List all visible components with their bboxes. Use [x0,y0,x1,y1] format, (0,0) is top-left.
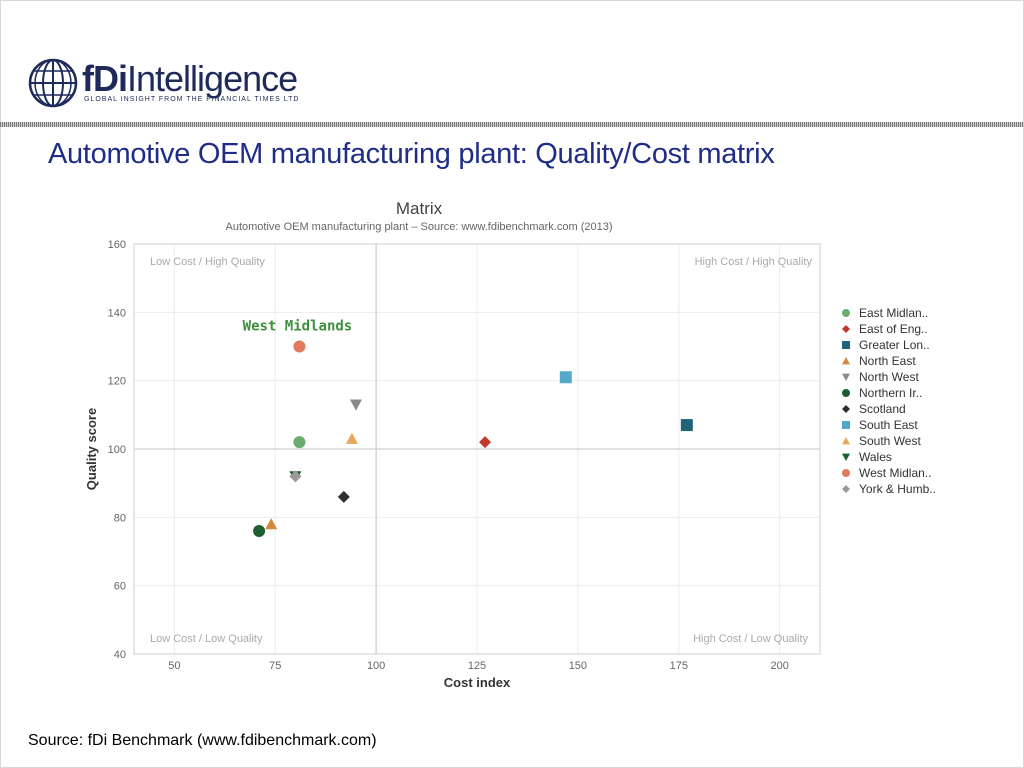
quadrant-label-bottom-right: High Cost / Low Quality [693,633,808,645]
point-greater-lon [680,419,693,432]
legend-marker-south-west [842,437,850,445]
legend-item-wales[interactable]: Wales [842,450,892,464]
y-tick-label-40: 40 [114,649,126,661]
point-east-of-eng [479,436,492,449]
quadrant-label-top-left: Low Cost / High Quality [150,256,265,268]
legend-marker-north-west [842,373,850,381]
legend-marker-south-east [842,421,850,429]
highlight-label-west-midlands: West Midlands [243,319,353,335]
source-note: Source: fDi Benchmark (www.fdibenchmark.… [28,732,377,749]
point-east-midlan [293,436,306,449]
chart-subtitle: Automotive OEM manufacturing plant – Sou… [225,221,612,233]
legend-label-north-east: North East [859,354,916,368]
quadrant-lines [134,244,820,654]
legend-marker-wales [842,453,850,461]
header-divider [0,122,1024,127]
legend-marker-northern-ir [842,389,850,397]
slide-title: Automotive OEM manufacturing plant: Qual… [48,138,775,170]
legend-label-east-of-eng: East of Eng.. [859,322,928,336]
y-tick-label-160: 160 [108,239,126,251]
legend-label-york-humb: York & Humb.. [859,482,936,496]
legend-marker-scotland [842,405,850,413]
logo-brand-regular: Intelligence [127,58,298,99]
logo-brand-bold: fDi [82,58,128,99]
legend-label-west-midlan: West Midlan.. [859,466,931,480]
legend-label-east-midlan: East Midlan.. [859,306,928,320]
legend-item-north-west[interactable]: North West [842,370,919,384]
point-scotland [337,490,350,503]
legend-label-south-west: South West [859,434,921,448]
data-points [253,340,693,537]
legend-item-northern-ir[interactable]: Northern Ir.. [842,386,922,400]
legend-label-northern-ir: Northern Ir.. [859,386,922,400]
legend-marker-west-midlan [842,469,850,477]
legend-marker-greater-lon [842,341,850,349]
x-tick-label-175: 175 [670,660,688,672]
legend-label-wales: Wales [859,450,892,464]
legend-marker-east-midlan [842,309,850,317]
y-tick-label-60: 60 [114,581,126,593]
legend-item-scotland[interactable]: Scotland [842,402,906,416]
legend-item-east-midlan[interactable]: East Midlan.. [842,306,928,320]
y-tick-label-140: 140 [108,307,126,319]
legend-label-south-east: South East [859,418,918,432]
x-axis-label: Cost index [444,675,511,690]
quadrant-label-bottom-left: Low Cost / Low Quality [150,633,263,645]
legend-item-north-east[interactable]: North East [842,354,916,368]
legend-item-south-west[interactable]: South West [842,434,921,448]
y-axis-ticks: 40 60 80 100 120 140 160 [108,239,126,661]
y-tick-label-120: 120 [108,376,126,388]
chart-title: Matrix [396,199,443,218]
x-tick-label-75: 75 [269,660,281,672]
x-tick-label-150: 150 [569,660,587,672]
x-tick-label-125: 125 [468,660,486,672]
legend-item-west-midlan[interactable]: West Midlan.. [842,466,931,480]
point-northern-ir [253,525,266,537]
y-tick-label-100: 100 [108,444,126,456]
legend-item-east-of-eng[interactable]: East of Eng.. [842,322,928,336]
y-axis-label: Quality score [84,408,99,490]
point-south-east [559,371,572,384]
legend-label-greater-lon: Greater Lon.. [859,338,930,352]
chart-legend: East Midlan.. East of Eng.. Greater Lon.. N… [842,306,936,496]
point-north-east [265,518,278,530]
legend-marker-north-east [842,357,850,365]
legend-marker-york-humb [842,485,850,493]
logo-brand-text: fDiIntelligence [82,58,298,100]
x-tick-label-50: 50 [168,660,180,672]
legend-label-north-west: North West [859,370,919,384]
x-tick-label-200: 200 [770,660,788,672]
y-tick-label-80: 80 [114,512,126,524]
legend-item-york-humb[interactable]: York & Humb.. [842,482,936,496]
x-axis-ticks: 50 75 100 125 150 175 200 [168,660,789,672]
point-south-west [345,432,358,444]
legend-item-south-east[interactable]: South East [842,418,918,432]
quadrant-label-top-right: High Cost / High Quality [695,256,813,268]
point-york-humb [289,470,302,483]
point-west-midlan [293,340,306,353]
x-tick-label-100: 100 [367,660,385,672]
globe-icon [28,58,78,108]
legend-label-scotland: Scotland [859,402,906,416]
legend-marker-east-of-eng [842,325,850,333]
logo-tagline: GLOBAL INSIGHT FROM THE FINANCIAL TIMES … [84,96,300,103]
point-north-west [349,399,362,411]
legend-item-greater-lon[interactable]: Greater Lon.. [842,338,930,352]
fdi-intelligence-logo: fDiIntelligence GLOBAL INSIGHT FROM THE … [28,56,318,112]
